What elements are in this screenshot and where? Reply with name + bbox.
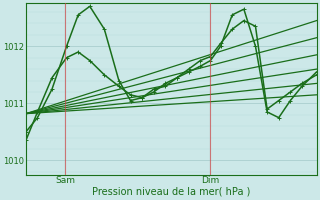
X-axis label: Pression niveau de la mer( hPa ): Pression niveau de la mer( hPa ): [92, 187, 250, 197]
